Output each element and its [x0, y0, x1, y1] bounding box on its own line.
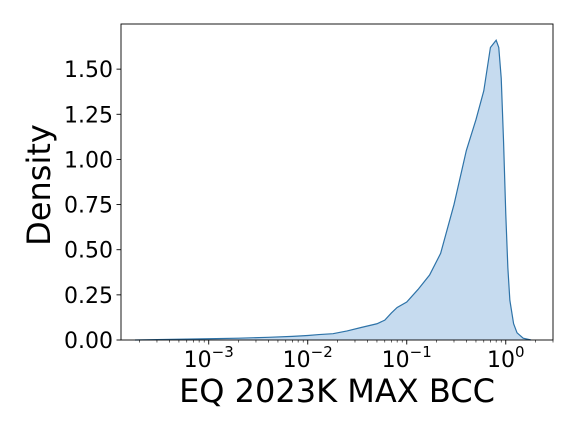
x-axis-label: EQ 2023K MAX BCC	[179, 372, 495, 410]
y-tick-label: 0.50	[64, 239, 113, 264]
y-tick-label: 0.25	[64, 284, 113, 309]
y-tick-label: 1.00	[64, 148, 113, 173]
y-tick-label: 0.00	[64, 329, 113, 354]
y-axis-label: Density	[20, 124, 58, 246]
y-tick-label: 0.75	[64, 194, 113, 219]
y-tick-label: 1.50	[64, 58, 113, 83]
y-tick-label: 1.25	[64, 103, 113, 128]
